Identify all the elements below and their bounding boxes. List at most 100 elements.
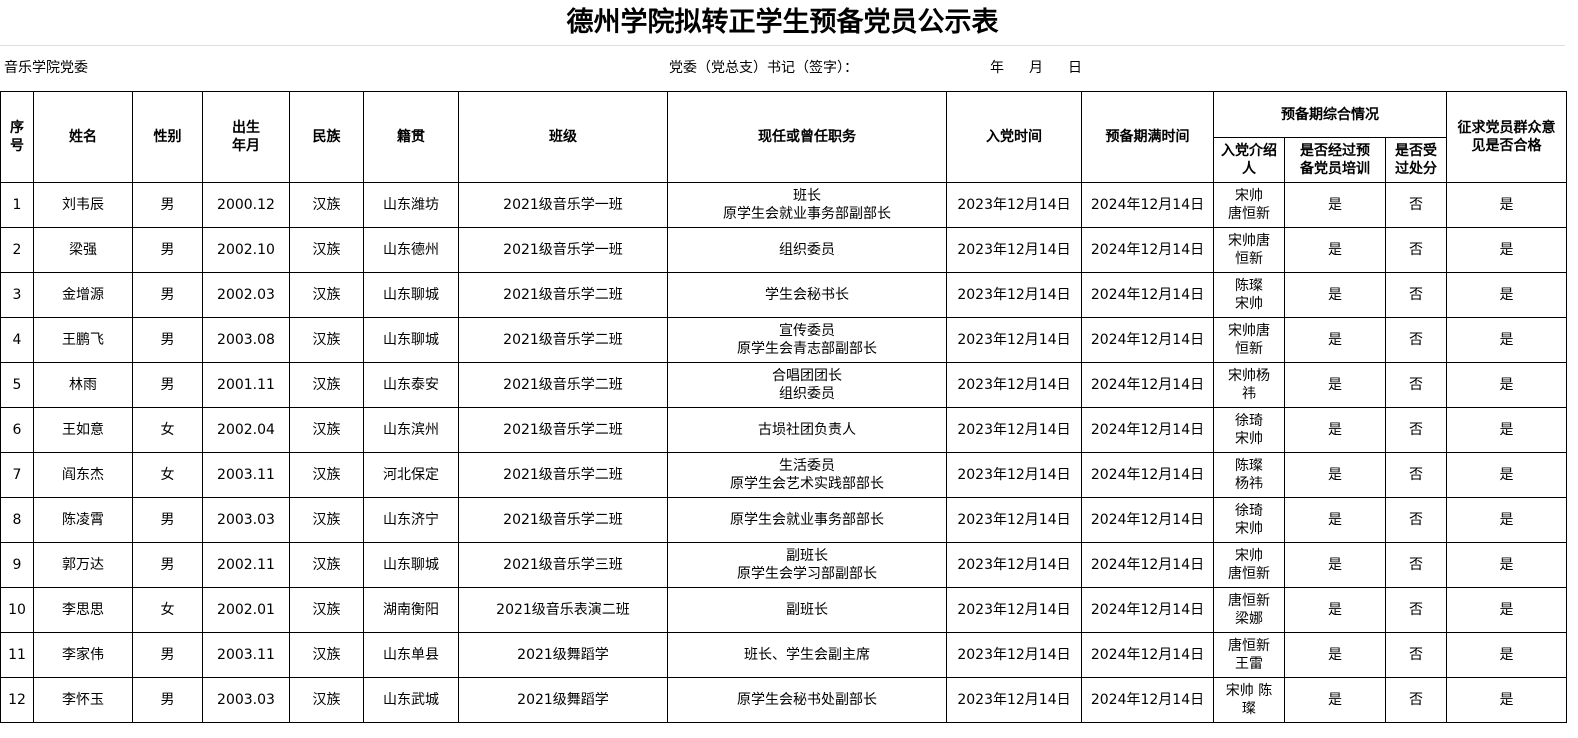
table-row: 9 郭万达男 2002.11 汉族 山东聊城 2021级音乐学三班 副班长 原学生会学习部副… (0, 542, 1567, 588)
cell-opinion: 是 (1446, 362, 1567, 408)
header-join-date: 入党时间 (946, 91, 1082, 183)
cell-seq: 3 (0, 272, 34, 318)
cell-trained: 是 (1284, 632, 1386, 678)
cell-gender: 男 (132, 632, 203, 678)
header-position: 现任或曾任职务 (667, 91, 947, 183)
cell-name: 李家伟 (33, 632, 133, 678)
cell-origin: 山东济宁 (363, 497, 459, 543)
cell-origin: 湖南衡阳 (363, 587, 459, 633)
cell-name: 王鹏飞 (33, 317, 133, 363)
cell-birth: 2003.03 (202, 497, 290, 543)
header-probation-summary: 预备期综合情况 (1213, 91, 1447, 138)
header-ethnicity: 民族 (289, 91, 364, 183)
table-row: 7 阎东杰女 2003.11 汉族 河北保定 2021级音乐学二班 生活委员 原学生会艺术实… (0, 452, 1567, 498)
cell-join-date: 2023年12月14日 (946, 407, 1082, 453)
cell-class: 2021级音乐学一班 (458, 227, 668, 273)
cell-opinion: 是 (1446, 227, 1567, 273)
cell-opinion: 是 (1446, 317, 1567, 363)
cell-trained: 是 (1284, 407, 1386, 453)
cell-probation-end: 2024年12月14日 (1081, 632, 1214, 678)
cell-gender: 女 (132, 407, 203, 453)
cell-introducer: 宋帅杨 祎 (1213, 362, 1285, 408)
cell-join-date: 2023年12月14日 (946, 182, 1082, 228)
cell-position: 学生会秘书长 (667, 272, 947, 318)
cell-ethnicity: 汉族 (289, 362, 364, 408)
table-row: 11 李家伟男 2003.11 汉族 山东单县 2021级舞蹈学 班长、学生会副主席 2023… (0, 632, 1567, 678)
cell-gender: 男 (132, 272, 203, 318)
cell-birth: 2002.04 (202, 407, 290, 453)
cell-trained: 是 (1284, 362, 1386, 408)
cell-position: 宣传委员 原学生会青志部副部长 (667, 317, 947, 363)
cell-seq: 5 (0, 362, 34, 408)
cell-punished: 否 (1385, 272, 1447, 318)
cell-birth: 2003.11 (202, 452, 290, 498)
cell-opinion: 是 (1446, 272, 1567, 318)
cell-seq: 7 (0, 452, 34, 498)
cell-probation-end: 2024年12月14日 (1081, 362, 1214, 408)
table-row: 2 梁强男 2002.10 汉族 山东德州 2021级音乐学一班 组织委员 2023年12月1… (0, 227, 1567, 273)
cell-introducer: 陈璨 宋帅 (1213, 272, 1285, 318)
cell-position: 副班长 (667, 587, 947, 633)
cell-position: 古埙社团负责人 (667, 407, 947, 453)
cell-position: 原学生会秘书处副部长 (667, 677, 947, 723)
cell-name: 金增源 (33, 272, 133, 318)
header-origin: 籍贯 (363, 91, 459, 183)
cell-probation-end: 2024年12月14日 (1081, 227, 1214, 273)
cell-join-date: 2023年12月14日 (946, 587, 1082, 633)
cell-punished: 否 (1385, 182, 1447, 228)
cell-trained: 是 (1284, 452, 1386, 498)
cell-birth: 2002.01 (202, 587, 290, 633)
cell-seq: 11 (0, 632, 34, 678)
cell-gender: 女 (132, 587, 203, 633)
cell-class: 2021级音乐学二班 (458, 407, 668, 453)
cell-join-date: 2023年12月14日 (946, 452, 1082, 498)
cell-punished: 否 (1385, 677, 1447, 723)
cell-introducer: 宋帅 唐恒新 (1213, 182, 1285, 228)
cell-class: 2021级音乐学一班 (458, 182, 668, 228)
cell-punished: 否 (1385, 632, 1447, 678)
cell-probation-end: 2024年12月14日 (1081, 452, 1214, 498)
cell-join-date: 2023年12月14日 (946, 362, 1082, 408)
cell-probation-end: 2024年12月14日 (1081, 587, 1214, 633)
cell-position: 副班长 原学生会学习部副部长 (667, 542, 947, 588)
cell-opinion: 是 (1446, 632, 1567, 678)
header-introducer: 入党介绍 人 (1213, 137, 1285, 183)
cell-probation-end: 2024年12月14日 (1081, 317, 1214, 363)
cell-gender: 男 (132, 677, 203, 723)
cell-ethnicity: 汉族 (289, 452, 364, 498)
cell-position: 组织委员 (667, 227, 947, 273)
table-row: 10 李思思女 2002.01 汉族 湖南衡阳 2021级音乐表演二班 副班长 2023年12… (0, 587, 1567, 633)
cell-position: 班长、学生会副主席 (667, 632, 947, 678)
cell-class: 2021级音乐学二班 (458, 362, 668, 408)
cell-punished: 否 (1385, 362, 1447, 408)
cell-seq: 4 (0, 317, 34, 363)
cell-join-date: 2023年12月14日 (946, 497, 1082, 543)
cell-introducer: 宋帅 陈 璨 (1213, 677, 1285, 723)
cell-punished: 否 (1385, 542, 1447, 588)
table-row: 8 陈凌霄男 2003.03 汉族 山东济宁 2021级音乐学二班 原学生会就业事务部部长 2… (0, 497, 1567, 543)
table-row: 6 王如意女 2002.04 汉族 山东滨州 2021级音乐学二班 古埙社团负责人 2023年… (0, 407, 1567, 453)
cell-birth: 2000.12 (202, 182, 290, 228)
cell-join-date: 2023年12月14日 (946, 632, 1082, 678)
cell-class: 2021级舞蹈学 (458, 677, 668, 723)
cell-ethnicity: 汉族 (289, 587, 364, 633)
cell-seq: 9 (0, 542, 34, 588)
cell-origin: 山东潍坊 (363, 182, 459, 228)
cell-class: 2021级音乐学二班 (458, 497, 668, 543)
header-birth: 出生 年月 (202, 91, 290, 183)
cell-join-date: 2023年12月14日 (946, 272, 1082, 318)
cell-birth: 2003.08 (202, 317, 290, 363)
cell-birth: 2003.11 (202, 632, 290, 678)
header-trained: 是否经过预 备党员培训 (1284, 137, 1386, 183)
cell-origin: 山东泰安 (363, 362, 459, 408)
cell-name: 阎东杰 (33, 452, 133, 498)
cell-name: 李怀玉 (33, 677, 133, 723)
cell-seq: 12 (0, 677, 34, 723)
cell-trained: 是 (1284, 677, 1386, 723)
cell-punished: 否 (1385, 497, 1447, 543)
cell-trained: 是 (1284, 227, 1386, 273)
cell-opinion: 是 (1446, 587, 1567, 633)
cell-opinion: 是 (1446, 542, 1567, 588)
cell-opinion: 是 (1446, 677, 1567, 723)
cell-ethnicity: 汉族 (289, 227, 364, 273)
